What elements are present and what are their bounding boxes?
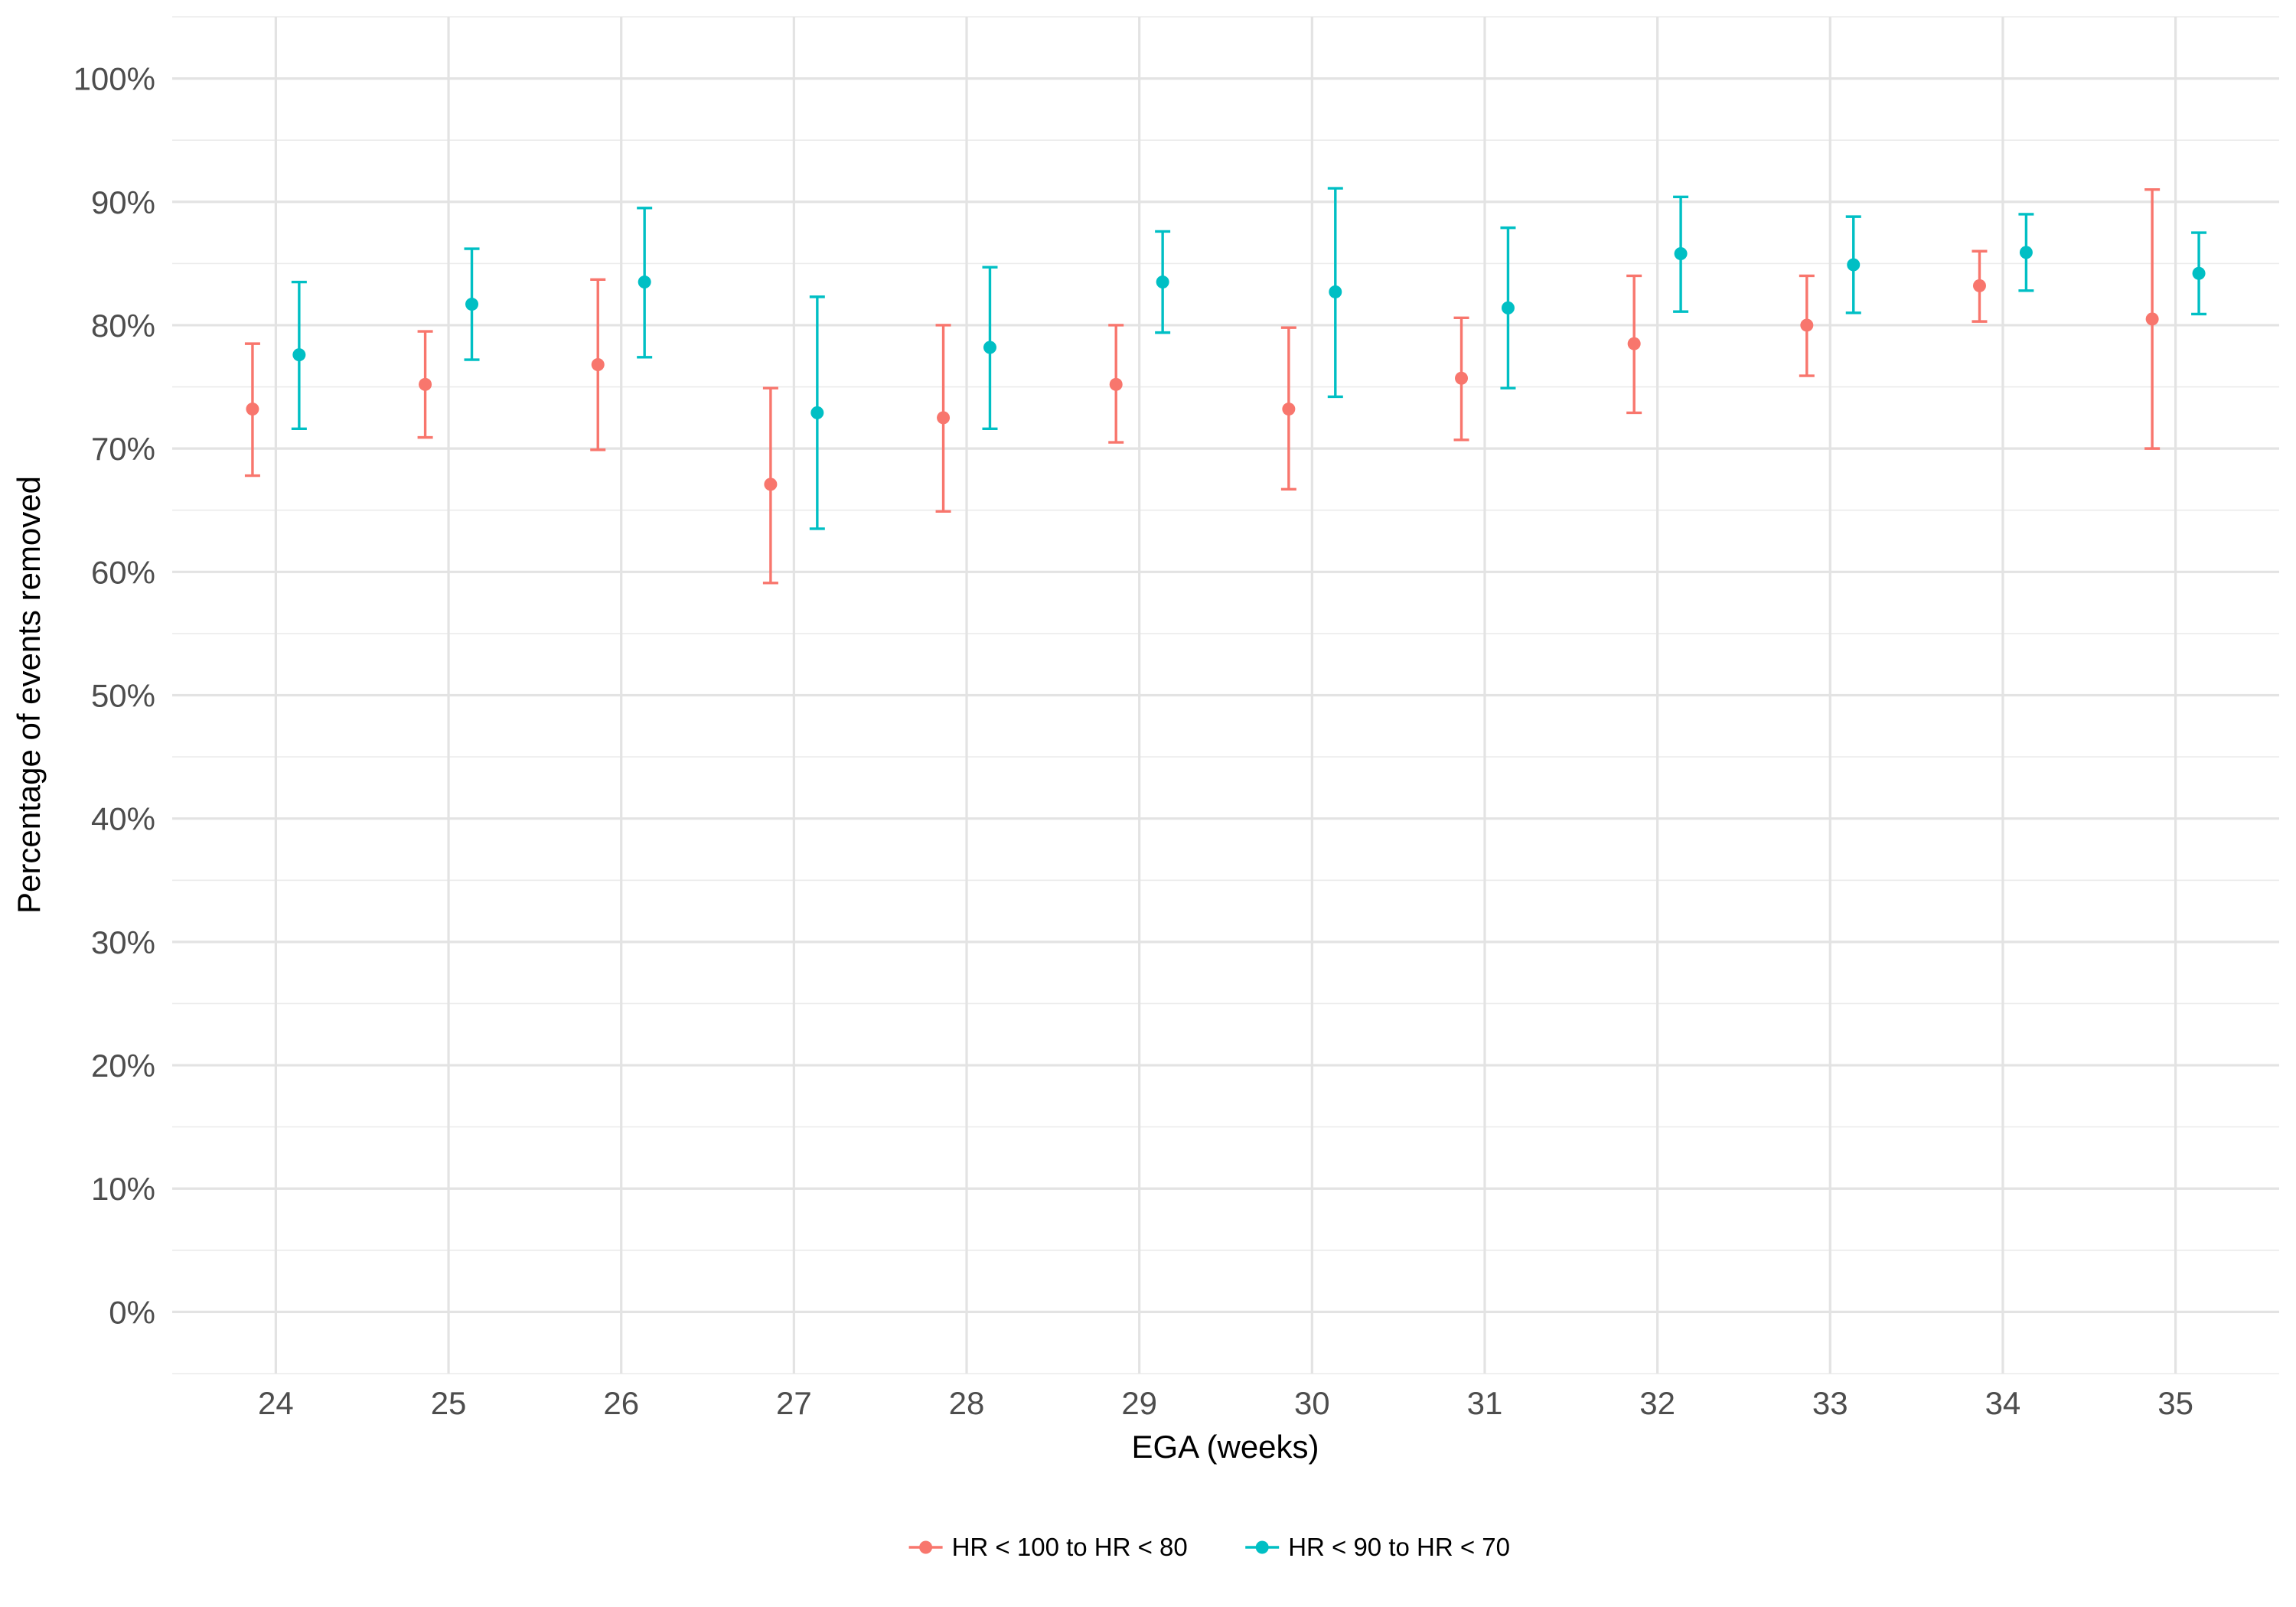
y-tick-label: 30%	[91, 924, 155, 960]
y-tick-label: 80%	[91, 308, 155, 344]
y-tick-label: 100%	[73, 61, 155, 97]
series-2-point	[2192, 266, 2206, 280]
series-1-point	[1972, 279, 1986, 292]
series-2-point	[810, 406, 824, 419]
x-tick-label: 25	[431, 1385, 467, 1421]
data-marks	[244, 187, 2207, 585]
y-tick-label: 20%	[91, 1048, 155, 1084]
series-2-point	[1156, 275, 1169, 289]
y-tick-label: 10%	[91, 1171, 155, 1207]
y-tick-label: 40%	[91, 801, 155, 837]
y-tick-label: 0%	[109, 1294, 155, 1330]
series-2-point	[1501, 301, 1515, 315]
x-tick-label: 33	[1812, 1385, 1848, 1421]
y-axis-title: Percentage of events removed	[11, 476, 47, 914]
series-2-point	[1674, 246, 1688, 260]
series-2-point	[638, 275, 651, 289]
series-1-point	[419, 377, 432, 391]
legend-item: HR < 90 to HR < 70	[1245, 1533, 1510, 1561]
y-axis-tick-labels: 0% 10% 20% 30% 40% 50% 60% 70% 80% 90% 100%	[73, 61, 155, 1331]
series-2-point	[465, 298, 479, 311]
series-1-point	[591, 358, 605, 372]
series-1-point	[1109, 377, 1123, 391]
x-tick-label: 35	[2157, 1385, 2193, 1421]
legend-label: HR < 90 to HR < 70	[1288, 1533, 1510, 1561]
series-1-point	[1455, 371, 1469, 385]
legend-key-point	[919, 1540, 933, 1554]
y-tick-label: 50%	[91, 678, 155, 714]
series-2-point	[983, 341, 996, 354]
series-1-point	[764, 478, 778, 491]
series-1-point	[246, 403, 259, 416]
series-1-point	[937, 411, 951, 425]
minor-gridlines	[172, 16, 2279, 1374]
series-1-point	[1800, 318, 1814, 332]
x-axis-tick-labels: 24 25 26 27 28 29 30 31 32 33 34 35	[258, 1385, 2193, 1421]
x-tick-label: 34	[1985, 1385, 2021, 1421]
legend: HR < 100 to HR < 80 HR < 90 to HR < 70	[908, 1533, 1510, 1561]
series-1-point	[1282, 403, 1296, 416]
x-tick-label: 29	[1121, 1385, 1157, 1421]
series-1-point	[1627, 337, 1641, 350]
legend-key-point	[1255, 1540, 1269, 1554]
series-1-point	[2145, 312, 2159, 326]
series-2-point	[2019, 246, 2033, 259]
series-2-point	[1329, 285, 1342, 298]
x-axis-title: EGA (weeks)	[1131, 1429, 1319, 1465]
legend-item: HR < 100 to HR < 80	[908, 1533, 1188, 1561]
x-tick-label: 30	[1294, 1385, 1330, 1421]
series-2-point	[1847, 258, 1861, 272]
x-tick-label: 27	[776, 1385, 812, 1421]
x-tick-label: 26	[603, 1385, 639, 1421]
x-tick-label: 32	[1639, 1385, 1675, 1421]
major-gridlines	[172, 17, 2279, 1374]
x-tick-label: 31	[1467, 1385, 1503, 1421]
legend-label: HR < 100 to HR < 80	[952, 1533, 1188, 1561]
x-tick-label: 24	[258, 1385, 294, 1421]
y-tick-label: 60%	[91, 554, 155, 590]
y-tick-label: 70%	[91, 431, 155, 467]
y-tick-label: 90%	[91, 184, 155, 220]
x-tick-label: 28	[949, 1385, 985, 1421]
series-2-point	[292, 348, 306, 362]
